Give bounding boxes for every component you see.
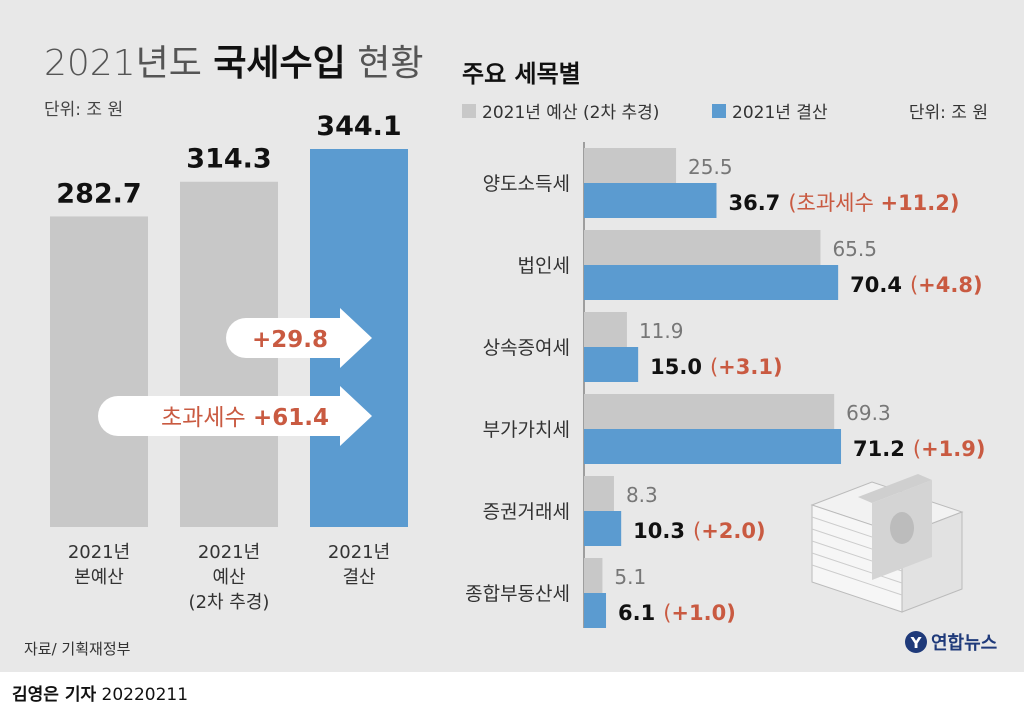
left-unit-label: 단위: 조 원: [44, 100, 123, 120]
tax-category-label: 부가가치세: [483, 419, 570, 441]
settlement-value-text: 15.0: [650, 355, 702, 379]
difference-prefix: (: [663, 601, 671, 625]
settlement-bar-0: [584, 183, 717, 218]
credit-line: 김영은 기자 20220211: [12, 680, 188, 705]
settlement-value-4: 10.3 (+2.0): [633, 519, 765, 543]
settlement-value-text: 6.1: [618, 601, 655, 625]
legend-swatch-settlement: [712, 104, 726, 118]
settlement-value-text: 36.7: [728, 191, 780, 215]
budget-bar-0: [584, 148, 677, 183]
budget-bar-1: [584, 230, 821, 265]
settlement-value-2: 15.0 (+3.1): [650, 355, 782, 379]
left-bar-value-1: 314.3: [186, 144, 271, 175]
tax-category-label: 증권거래세: [483, 501, 570, 523]
difference-prefix: (: [693, 519, 701, 543]
title-part-bold: 국세수입: [213, 43, 345, 84]
settlement-bar-3: [584, 429, 842, 464]
difference-value: +11.2): [880, 191, 959, 215]
yonhap-logo: Y 연합뉴스: [905, 631, 997, 654]
source-label: 자료/ 기획재정부: [24, 640, 131, 658]
arrow-excess-label: 초과세수 +61.4: [161, 405, 329, 431]
settlement-bar-5: [584, 593, 607, 628]
logo-text: 연합뉴스: [931, 632, 997, 654]
budget-bar-3: [584, 394, 835, 429]
budget-value-3: 69.3: [846, 401, 891, 425]
difference-prefix: (: [710, 355, 718, 379]
budget-value-4: 8.3: [626, 483, 658, 507]
settlement-bar-4: [584, 511, 622, 546]
logo-mark-letter: Y: [910, 634, 923, 652]
legend-swatch-budget: [462, 104, 476, 118]
settlement-value-5: 6.1 (+1.0): [618, 601, 736, 625]
difference-value: +2.0): [701, 519, 765, 543]
right-subtitle: 주요 세목별: [462, 60, 581, 88]
page-title: 2021년도 국세수입 현황: [44, 43, 423, 84]
left-category-label: 2021년: [68, 542, 130, 563]
arrow-increase: +29.8: [226, 308, 372, 368]
arrow-increase-label: +29.8: [252, 327, 328, 353]
settlement-value-3: 71.2 (+1.9): [853, 437, 985, 461]
difference-prefix: (: [913, 437, 921, 461]
credit-name: 김영은 기자: [12, 685, 97, 705]
difference-prefix: (초과세수: [788, 191, 880, 215]
left-bar-0: [50, 216, 148, 528]
left-category-label: 2021년: [328, 542, 390, 563]
budget-value-5: 5.1: [614, 565, 646, 589]
title-part-2: 현황: [346, 43, 424, 84]
left-bar-value-0: 282.7: [56, 178, 141, 209]
settlement-value-1: 70.4 (+4.8): [850, 273, 982, 297]
title-part-1: 2021년도: [44, 43, 213, 84]
difference-value: +1.9): [921, 437, 985, 461]
budget-value-2: 11.9: [639, 319, 684, 343]
arrow-excess-shape: [98, 386, 372, 446]
settlement-bar-2: [584, 347, 639, 382]
logo-mark-icon: [905, 631, 927, 653]
difference-value: +1.0): [671, 601, 735, 625]
settlement-value-text: 70.4: [850, 273, 902, 297]
left-category-label: 예산: [212, 567, 245, 588]
tax-category-label: 법인세: [518, 255, 570, 277]
difference-prefix: (: [910, 273, 918, 297]
arrow-increase-value: +29.8: [252, 327, 328, 353]
settlement-value-text: 71.2: [853, 437, 905, 461]
difference-value: +4.8): [918, 273, 982, 297]
left-category-label: 본예산: [74, 567, 124, 588]
tax-category-label: 상속증여세: [483, 337, 570, 359]
legend-label-budget: 2021년 예산 (2차 추경): [482, 103, 659, 123]
money-stack-illustration: [810, 474, 964, 613]
settlement-bar-1: [584, 265, 839, 300]
difference-value: +3.1): [718, 355, 782, 379]
left-category-label: (2차 추경): [189, 592, 270, 613]
arrow-excess-revenue: 초과세수 +61.4: [98, 386, 372, 446]
budget-value-0: 25.5: [688, 155, 733, 179]
left-category-label: 결산: [342, 567, 375, 588]
tax-category-label: 양도소득세: [483, 173, 570, 195]
left-bar-value-2: 344.1: [316, 111, 401, 142]
right-unit-label: 단위: 조 원: [909, 103, 988, 123]
credit-date: 20220211: [101, 685, 189, 705]
legend-label-settlement: 2021년 결산: [732, 103, 828, 123]
settlement-value-0: 36.7 (초과세수 +11.2): [728, 191, 959, 215]
budget-bar-5: [584, 558, 603, 593]
arrow-excess-value: +61.4: [253, 405, 329, 431]
tax-category-label: 종합부동산세: [465, 583, 570, 605]
settlement-value-text: 10.3: [633, 519, 685, 543]
left-category-label: 2021년: [198, 542, 260, 563]
budget-bar-2: [584, 312, 627, 347]
budget-bar-4: [584, 476, 614, 511]
arrow-increase-shape: [226, 308, 372, 368]
arrow-excess-prefix: 초과세수: [161, 405, 253, 431]
budget-value-1: 65.5: [832, 237, 877, 261]
